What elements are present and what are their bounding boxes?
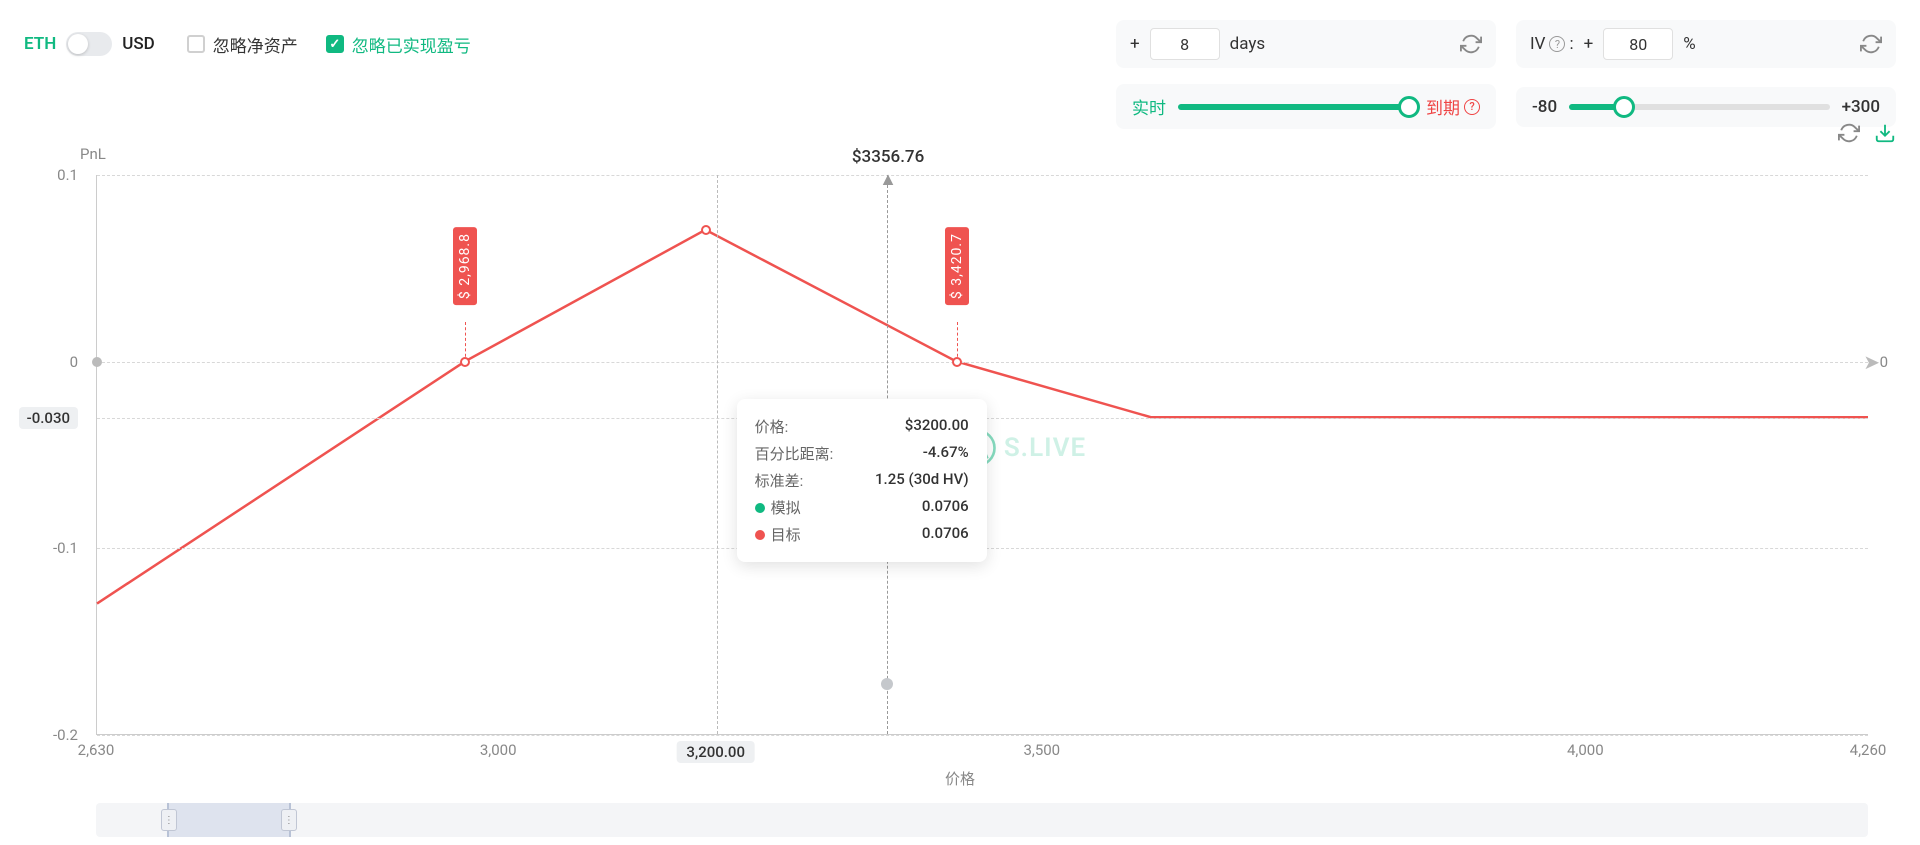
iv-prefix: +	[1584, 34, 1594, 54]
iv-slider-group: -80 +300	[1516, 87, 1896, 127]
x-tick-label: 4,000	[1567, 741, 1604, 759]
tooltip-value: $3200.00	[905, 416, 969, 437]
tooltip-value: 1.25 (30d HV)	[875, 470, 969, 491]
x-tick-label: 3,000	[480, 741, 517, 759]
iv-label: IV ?:	[1530, 34, 1574, 54]
time-slider-group: 实时 到期 ?	[1116, 84, 1496, 129]
time-slider-thumb[interactable]	[1398, 96, 1420, 118]
y-axis-labels: 0.10-0.030-0.1-0.2	[24, 175, 86, 735]
checkbox-ignore-equity-label: 忽略净资产	[213, 32, 298, 57]
currency-right: USD	[122, 34, 155, 54]
days-unit: days	[1230, 34, 1266, 54]
y-tick-label: -0.1	[53, 539, 78, 557]
currency-switch[interactable]	[66, 32, 112, 56]
tooltip-value: -4.67%	[923, 443, 969, 464]
iv-slider[interactable]	[1569, 104, 1829, 110]
x-tick-label: 3,200.00	[676, 741, 755, 763]
brush-handle-left[interactable]: ⋮	[161, 809, 177, 831]
checkbox-ignore-realized-label: 忽略已实现盈亏	[352, 32, 471, 57]
brush[interactable]: ⋮ ⋮	[96, 803, 1868, 837]
iv-input[interactable]	[1603, 28, 1673, 60]
help-icon[interactable]: ?	[1549, 36, 1565, 52]
iv-control: IV ?: + %	[1516, 20, 1896, 68]
days-control: + days	[1116, 20, 1496, 68]
iv-slider-thumb[interactable]	[1613, 96, 1635, 118]
download-icon[interactable]	[1874, 122, 1896, 144]
tooltip-key: 标准差:	[755, 470, 804, 491]
y-tick-label: -0.030	[19, 407, 78, 429]
iv-slider-max: +300	[1842, 97, 1880, 117]
refresh-icon[interactable]	[1460, 33, 1482, 55]
breakeven-marker: $ 3,420.7	[945, 227, 969, 305]
y-axis-title: PnL	[80, 145, 106, 163]
brush-handle-right[interactable]: ⋮	[281, 809, 297, 831]
checkbox-ignore-realized[interactable]: 忽略已实现盈亏	[326, 32, 471, 57]
refresh-icon[interactable]	[1860, 33, 1882, 55]
breakeven-marker: $ 2,968.8	[453, 227, 477, 305]
iv-slider-min: -80	[1532, 97, 1557, 117]
checkbox-ignore-equity-box	[187, 35, 205, 53]
time-slider-left-label: 实时	[1132, 94, 1166, 119]
y-tick-label: 0.1	[57, 166, 78, 184]
currency-toggle[interactable]: ETH USD	[24, 32, 155, 56]
x-tick-label: 2,630	[78, 741, 115, 759]
currency-left: ETH	[24, 34, 56, 54]
refresh-chart-icon[interactable]	[1838, 122, 1860, 144]
brush-window[interactable]: ⋮ ⋮	[167, 803, 291, 837]
days-prefix: +	[1130, 34, 1140, 54]
y-tick-label: 0	[70, 353, 78, 371]
y-tick-label: -0.2	[53, 726, 78, 744]
days-input[interactable]	[1150, 28, 1220, 60]
tooltip: 价格: $3200.00 百分比距离: -4.67% 标准差: 1.25 (30d HV)…	[737, 399, 987, 562]
x-axis-title: 价格	[945, 768, 975, 789]
x-tick-label: 4,260	[1850, 741, 1887, 759]
iv-unit: %	[1683, 34, 1695, 54]
x-slider-dot[interactable]	[881, 678, 893, 690]
checkbox-ignore-realized-box	[326, 35, 344, 53]
time-slider-right-label: 到期 ?	[1426, 94, 1480, 119]
tooltip-key: 百分比距离:	[755, 443, 834, 464]
x-axis-labels: 2,6303,0003,200.003,5004,0004,260	[96, 741, 1868, 765]
x-tick-label: 3,500	[1023, 741, 1060, 759]
chart-plot[interactable]: S.LIVE ➤0$3356.76▲$ 2,968.8$ 3,420.7价格:$…	[96, 175, 1868, 735]
tooltip-key: 价格:	[755, 416, 789, 437]
warn-icon: ?	[1464, 99, 1480, 115]
time-slider[interactable]	[1178, 104, 1414, 110]
checkbox-ignore-equity[interactable]: 忽略净资产	[187, 32, 298, 57]
